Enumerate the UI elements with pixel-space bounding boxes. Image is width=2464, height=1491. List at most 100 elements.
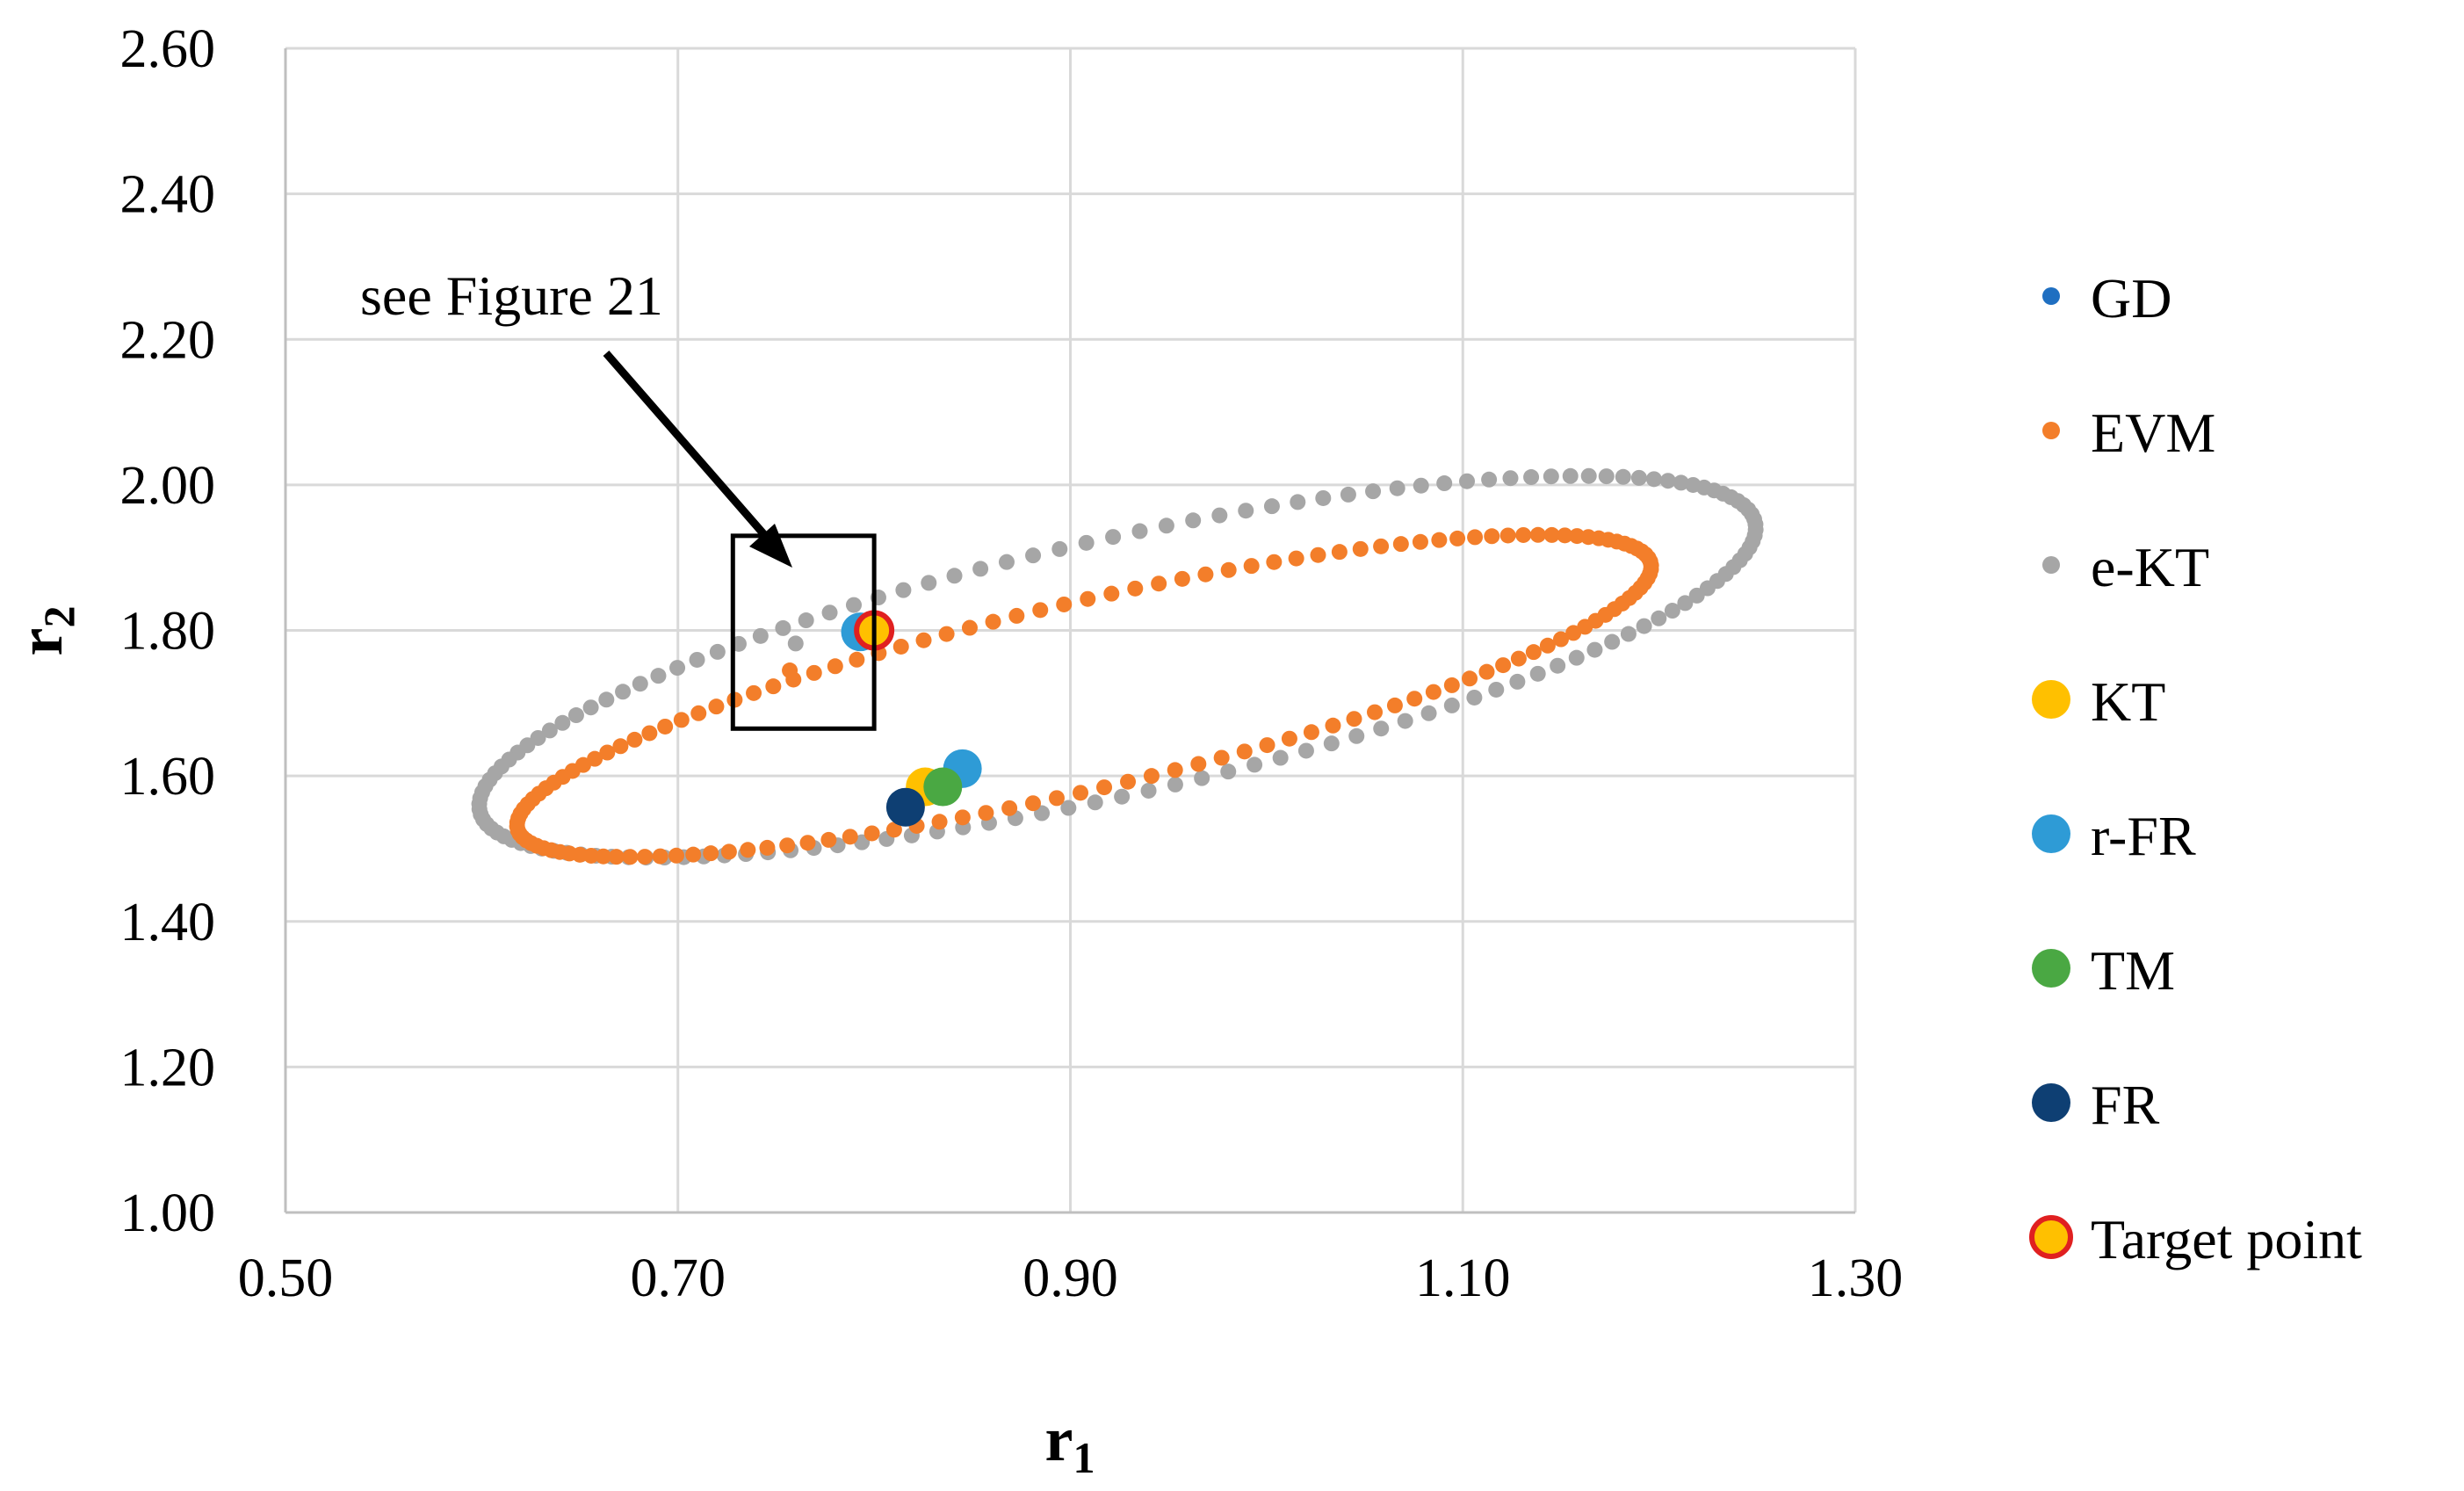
evm-contour-point [1008, 607, 1025, 624]
evm-contour-point [1048, 790, 1065, 807]
evm-contour-point [1543, 526, 1560, 543]
e-kt-contour-point [1025, 547, 1042, 564]
y-tick-label: 1.60 [120, 747, 216, 807]
e-kt-contour-point [1523, 469, 1540, 486]
legend-item-fr: FR [2032, 1074, 2160, 1136]
e-kt-contour-point [1365, 483, 1382, 500]
evm-contour-point [1096, 779, 1113, 796]
evm-contour-point [1310, 546, 1326, 563]
y-axis-title: r2 [5, 606, 83, 656]
evm-contour-point [1103, 585, 1120, 602]
evm-contour-point [668, 847, 684, 864]
y-tick-label: 1.80 [120, 602, 216, 662]
evm-contour-point [1167, 762, 1183, 778]
evm-contour-point [1565, 625, 1582, 641]
evm-contour-point [1220, 561, 1237, 578]
e-kt-contour-point [689, 651, 705, 668]
evm-contour-point [652, 848, 668, 865]
evm-contour-point [765, 678, 782, 695]
evm-contour-point [1499, 527, 1516, 544]
evm-contour-point [637, 849, 654, 865]
evm-contour-point [1352, 540, 1369, 557]
evm-contour-point [1024, 795, 1041, 812]
e-kt-contour-point [752, 627, 769, 644]
legend-item-kt: KT [2032, 670, 2165, 733]
evm-contour-point [1288, 550, 1304, 567]
legend-label-kt: KT [2091, 670, 2165, 733]
e-kt-contour-point [1543, 468, 1559, 485]
e-kt-contour-point [775, 619, 791, 636]
evm-contour-point [849, 651, 865, 668]
evm-contour-point [587, 750, 603, 767]
evm-contour-point [1580, 529, 1597, 546]
x-tick-label: 0.70 [631, 1249, 726, 1308]
evm-contour-point [1569, 528, 1586, 545]
e-kt-contour-point [1211, 507, 1228, 524]
evm-contour-point [720, 843, 737, 860]
x-tick-label: 0.90 [1022, 1249, 1118, 1308]
y-tick-label: 1.40 [120, 893, 216, 952]
evm-contour-point [608, 849, 625, 865]
evm-contour-point [1143, 768, 1160, 785]
evm-contour-point [1386, 697, 1403, 713]
e-kt-contour-point [1140, 782, 1157, 799]
e-kt-contour-point [1580, 467, 1597, 484]
evm-contour-point [1431, 532, 1448, 548]
legend-item-evm: EVM [2042, 402, 2215, 464]
evm-point [782, 662, 798, 679]
evm-contour-point [978, 805, 994, 821]
evm-contour-point [1120, 773, 1137, 790]
y-tick-label: 2.40 [120, 165, 216, 225]
evm-contour-point [599, 744, 616, 761]
evm-contour-point [1303, 724, 1319, 741]
e-kt-contour-point [1481, 471, 1498, 488]
e-kt-contour-point [567, 707, 584, 724]
evm-contour-point [1406, 691, 1423, 707]
evm-contour-point [708, 698, 725, 715]
y-axis-title-subscript: 2 [34, 606, 83, 628]
evm-contour-point [863, 825, 880, 842]
e-kt-contour-point [1550, 657, 1566, 674]
evm-contour-point [1462, 670, 1478, 687]
legend-label-tm: TM [2091, 939, 2175, 1002]
e-kt-contour-point [1340, 486, 1356, 503]
evm-contour-point [1197, 566, 1214, 583]
e-kt-contour-point [1488, 681, 1505, 698]
e-kt-contour-point [582, 699, 599, 716]
e-kt-contour-point [1105, 529, 1122, 546]
e-kt-contour-point [541, 722, 558, 739]
evm-contour-point [673, 712, 690, 728]
y-tick-label: 2.20 [120, 310, 216, 370]
legend-marker-tm [2032, 949, 2070, 988]
zoom-annotation: see Figure 21 [360, 264, 877, 731]
evm-contour-point [1174, 570, 1190, 587]
e-kt-contour-point [615, 684, 632, 700]
evm-contour-point [685, 846, 702, 863]
legend-label-fr: FR [2091, 1074, 2160, 1136]
e-kt-contour-point [1272, 749, 1289, 766]
evm-contour-point [931, 814, 948, 830]
e-kt-contour-point [650, 668, 667, 684]
e-kt-contour-point [1185, 512, 1202, 529]
evm-contour-point [1281, 730, 1297, 747]
legend-label-gd: GD [2091, 267, 2171, 329]
x-axis-title: r1 [1045, 1404, 1095, 1482]
evm-contour-point [892, 638, 909, 655]
evm-contour-point [938, 626, 955, 642]
e-kt-contour-point [1297, 742, 1314, 759]
evm-contour-point [1515, 526, 1532, 543]
e-kt-contour-point [1131, 523, 1148, 539]
tm-point [923, 767, 963, 807]
legend-marker-e-kt [2042, 556, 2060, 574]
evm-contour-point [1236, 743, 1253, 760]
e-kt-contour-point [1194, 770, 1210, 786]
legend: GD EVM e-KT KT r-FR TM FR Target point [2029, 267, 2362, 1270]
evm-contour-point [1510, 650, 1527, 667]
e-kt-contour-point [1389, 480, 1405, 496]
e-kt-contour-point [1158, 518, 1174, 534]
legend-label-target-point: Target point [2091, 1208, 2362, 1270]
evm-contour-point [1467, 529, 1484, 546]
evm-contour-point [1367, 704, 1384, 720]
annotation-arrowhead [749, 524, 792, 568]
